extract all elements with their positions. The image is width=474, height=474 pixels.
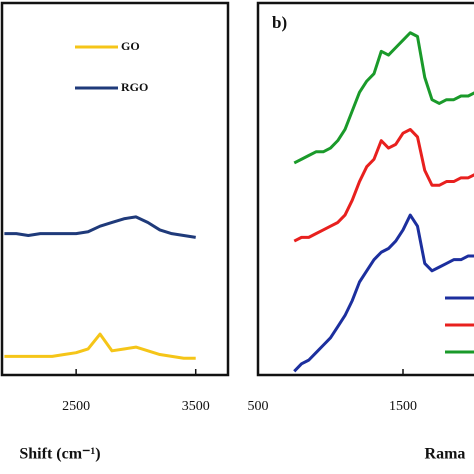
legend-label: GO <box>121 39 140 53</box>
x-tick-label: 1500 <box>389 399 417 414</box>
series-line <box>293 213 474 373</box>
legend-label: RGO <box>121 80 148 94</box>
plot-frame <box>256 1 474 377</box>
x-axis-label: Shift (cm⁻¹) <box>19 446 100 463</box>
plot-frame <box>0 1 230 377</box>
series-line <box>293 31 474 165</box>
x-tick-label: 2500 <box>62 399 90 414</box>
series-line <box>4 215 196 239</box>
series-line <box>4 332 196 360</box>
x-axis-label: Rama <box>425 446 466 463</box>
panel-label: b) <box>272 13 287 32</box>
x-tick-label: 3500 <box>182 399 210 414</box>
series-line <box>293 127 474 243</box>
x-tick-label: 500 <box>248 399 269 414</box>
